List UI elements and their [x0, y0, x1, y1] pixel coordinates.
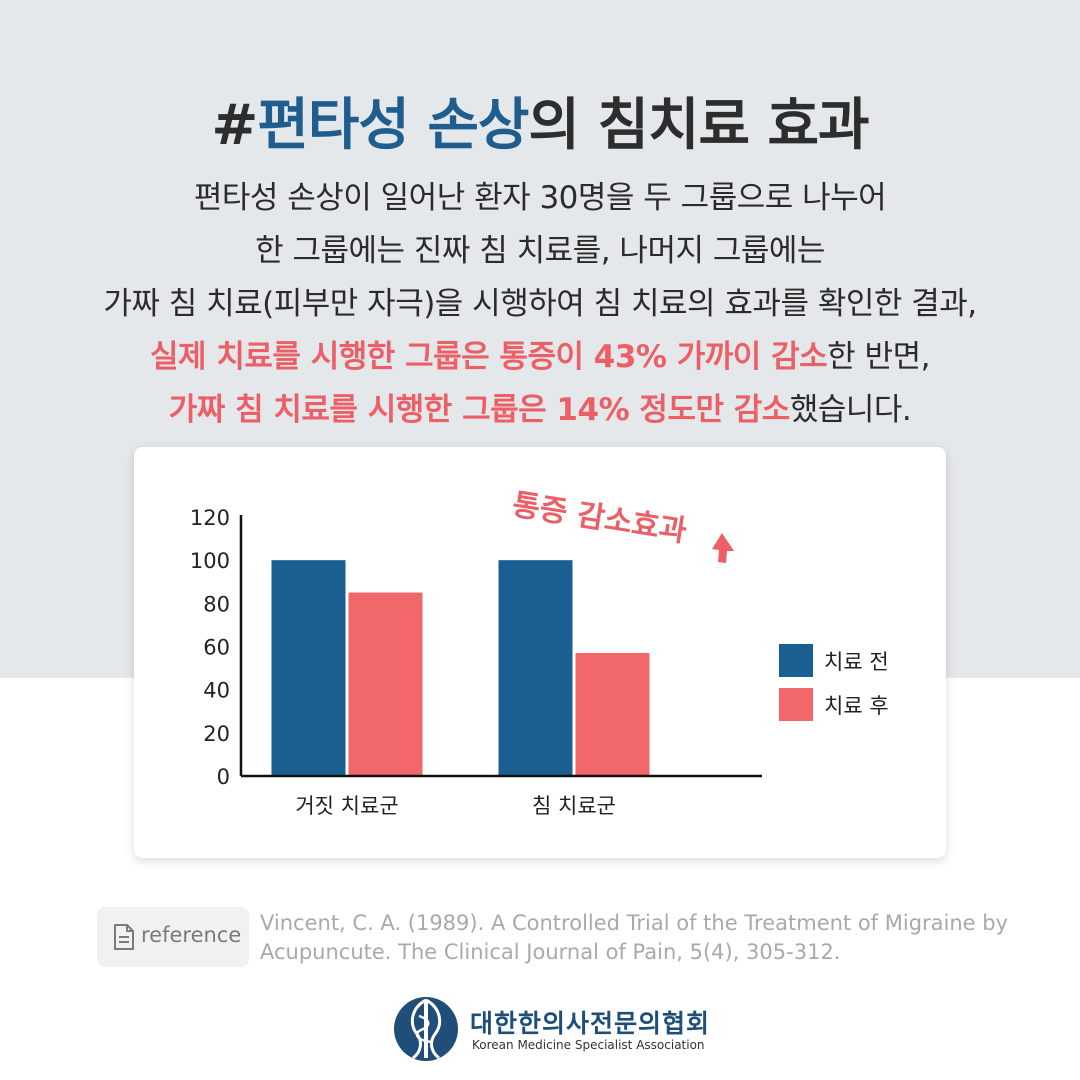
- title-prefix: #: [211, 93, 258, 158]
- description-line-4-rest: 한 반면,: [827, 339, 930, 375]
- title-rest: 의 침치료 효과: [528, 93, 869, 158]
- bar-before: [271, 560, 346, 776]
- reference-label: reference: [141, 923, 242, 947]
- description-line-1: 편타성 손상이 일어난 환자 30명을 두 그룹으로 나누어: [193, 180, 887, 216]
- page-title: #편타성 손상의 침치료 효과: [0, 80, 1080, 161]
- y-tick-label: 40: [203, 679, 230, 703]
- y-tick-label: 0: [217, 765, 230, 789]
- reference-line-1: Vincent, C. A. (1989). A Controlled Tria…: [260, 911, 1009, 935]
- y-tick-label: 100: [190, 549, 230, 573]
- organization-name-en: Korean Medicine Specialist Association: [472, 1038, 705, 1052]
- description-line-4-highlight: 실제 치료를 시행한 그룹은 통증이 43% 가까이 감소: [150, 339, 828, 375]
- legend-label: 치료 전: [824, 650, 889, 674]
- pain-reduction-annotation: 통증 감소효과: [510, 487, 690, 549]
- legend-swatch: [779, 644, 813, 677]
- legend-label: 치료 후: [824, 694, 889, 718]
- y-tick-label: 80: [203, 592, 230, 616]
- association-logo-icon: [394, 997, 458, 1061]
- reference-citation: Vincent, C. A. (1989). A Controlled Tria…: [260, 909, 1030, 967]
- reference-line-2: Acupuncute. The Clinical Journal of Pain…: [260, 940, 841, 964]
- bar-after: [348, 592, 423, 776]
- title-highlight: 편타성 손상: [257, 93, 529, 158]
- description-line-5-highlight: 가짜 침 치료를 시행한 그룹은 14% 정도만 감소: [168, 392, 791, 428]
- x-category-label: 거짓 치료군: [295, 794, 398, 818]
- description: 편타성 손상이 일어난 환자 30명을 두 그룹으로 나누어 한 그룹에는 진짜…: [20, 172, 1060, 437]
- legend-swatch: [779, 688, 813, 721]
- description-line-5-rest: 했습니다.: [789, 392, 912, 428]
- bar-before: [498, 560, 573, 776]
- organization-name: 대한한의사전문의협회: [470, 1009, 711, 1038]
- y-tick-label: 20: [203, 722, 230, 746]
- bar-after: [575, 652, 650, 776]
- up-arrow-icon: [712, 533, 734, 563]
- description-line-2: 한 그룹에는 진짜 침 치료를, 나머지 그룹에는: [255, 233, 825, 269]
- document-icon: [114, 924, 134, 950]
- description-line-5: 가짜 침 치료를 시행한 그룹은 14% 정도만 감소했습니다.: [20, 384, 1060, 437]
- reference-badge: reference: [97, 907, 249, 967]
- y-tick-label: 120: [190, 506, 230, 530]
- y-tick-label: 60: [203, 636, 230, 660]
- description-line-4: 실제 치료를 시행한 그룹은 통증이 43% 가까이 감소한 반면,: [20, 331, 1060, 384]
- bar-chart: 0 20 40 60 80 100 120 거짓 치료군 침 치료군 치료 전치료 후 통증 감소효…: [190, 487, 889, 818]
- description-line-3: 가짜 침 치료(피부만 자극)을 시행하여 침 치료의 효과를 확인한 결과,: [103, 286, 977, 322]
- x-category-label: 침 치료군: [532, 794, 616, 818]
